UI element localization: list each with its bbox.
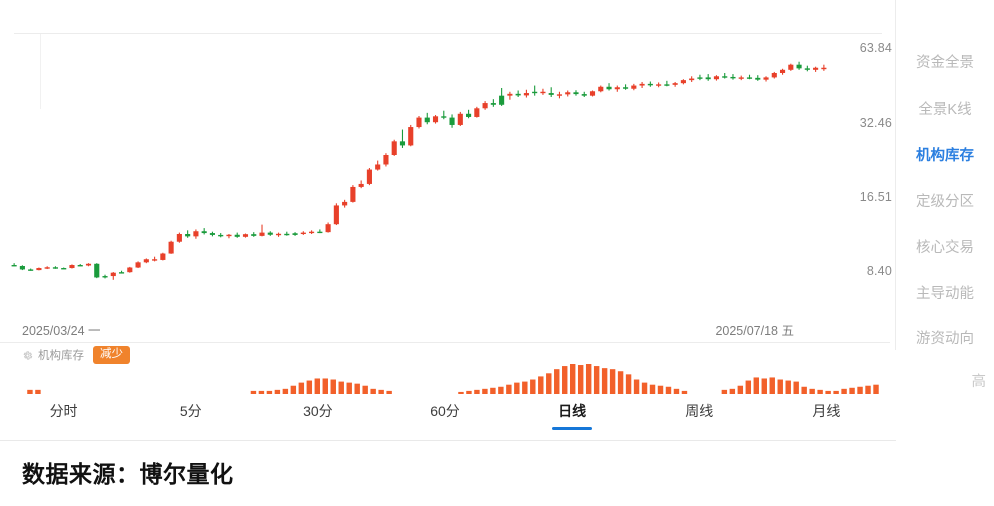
institution-inventory-histogram[interactable] — [0, 360, 890, 394]
sidebar-item-institution-inventory[interactable]: 机构库存 — [916, 148, 974, 164]
sidebar-item-grading-zone[interactable]: 定级分区 — [916, 194, 974, 210]
tab-label: 月线 — [812, 403, 841, 419]
tab-daily[interactable]: 日线 — [509, 396, 636, 430]
chart-top-divider — [14, 33, 882, 34]
tab-5min[interactable]: 5分 — [127, 396, 254, 421]
tab-30min[interactable]: 30分 — [254, 396, 381, 421]
candlestick-chart[interactable] — [0, 34, 838, 320]
data-source-caption: 数据来源：博尔量化 — [22, 461, 234, 487]
chart-sidebar-divider — [895, 0, 896, 350]
tab-label: 60分 — [430, 403, 460, 419]
tab-weekly[interactable]: 周线 — [636, 396, 763, 421]
tab-60min[interactable]: 60分 — [381, 396, 508, 421]
tab-underline — [552, 427, 593, 430]
date-start-label: 2025/03/24 一 — [22, 324, 101, 338]
price-axis-label: 63.84 — [859, 41, 892, 56]
tab-fenshi[interactable]: 分时 — [0, 396, 127, 421]
status-badge: 减少 — [93, 345, 130, 365]
tab-monthly[interactable]: 月线 — [763, 396, 890, 421]
price-axis-label: 16.51 — [859, 190, 892, 205]
chart-card: 63.84 32.46 16.51 8.40 2025/03/24 一 2025… — [0, 0, 896, 441]
tab-label: 5分 — [179, 403, 202, 419]
indicator-name: 机构库存 — [38, 350, 84, 362]
candlestick-svg — [11, 61, 827, 280]
gear-icon[interactable] — [22, 350, 33, 361]
sidebar-item-partial-hidden[interactable]: 高 — [971, 374, 987, 390]
period-tabs[interactable]: 分时 5分 30分 60分 日线 周线 月线 — [0, 396, 890, 440]
indicator-header[interactable]: 机构库存 减少 — [22, 345, 130, 365]
sidebar-item-core-trading[interactable]: 核心交易 — [916, 240, 974, 256]
tab-label: 周线 — [685, 403, 714, 419]
date-end-label: 2025/07/18 五 — [715, 324, 794, 338]
price-axis-label: 32.46 — [859, 115, 892, 130]
sidebar-item-hot-money-flow[interactable]: 游资动向 — [916, 331, 974, 347]
date-range-row: 2025/03/24 一 2025/07/18 五 — [0, 320, 890, 343]
volume-bars-svg — [27, 364, 879, 394]
right-sidebar: 资金全景 全景K线 机构库存 定级分区 核心交易 主导动能 游资动向 高 说明 — [896, 0, 994, 440]
sidebar-item-dominant-momentum[interactable]: 主导动能 — [916, 286, 974, 302]
sidebar-item-panoramic-kline[interactable]: 全景K线 — [918, 102, 972, 118]
tab-label: 分时 — [49, 403, 78, 419]
sidebar-item-capital-overview[interactable]: 资金全景 — [916, 55, 974, 71]
price-axis-label: 8.40 — [866, 264, 892, 279]
tab-label: 30分 — [303, 403, 333, 419]
tab-label: 日线 — [558, 403, 587, 419]
crosshair-guide-line — [40, 34, 41, 109]
price-axis: 63.84 32.46 16.51 8.40 — [838, 34, 896, 320]
